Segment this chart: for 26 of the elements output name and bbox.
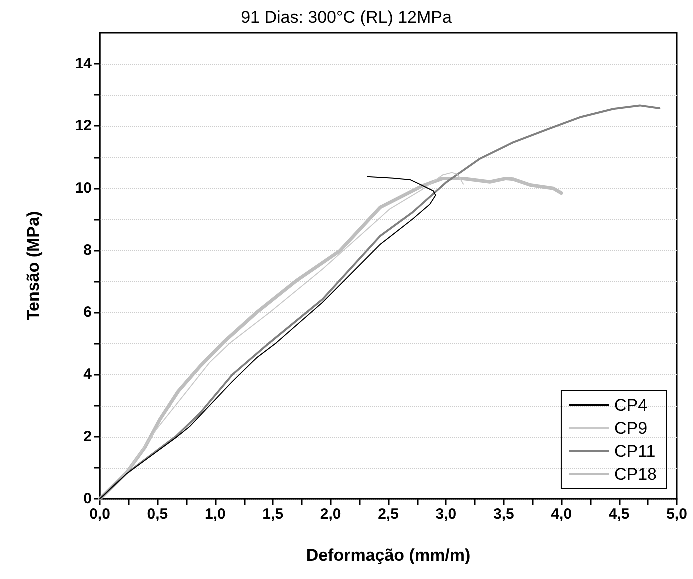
legend-label: CP18 — [614, 465, 658, 484]
x-tick-label: 0,5 — [147, 506, 168, 523]
y-tick-label: 0 — [84, 490, 92, 508]
x-tick-label: 5,0 — [666, 506, 688, 523]
y-tick-label: 14 — [75, 56, 93, 73]
x-tick-label: 4,0 — [551, 506, 572, 523]
legend-label: CP4 — [614, 396, 648, 415]
y-tick-label: 2 — [84, 428, 92, 446]
legend-label: CP11 — [614, 442, 656, 461]
x-axis-title: Deformação (mm/m) — [306, 546, 471, 565]
y-axis-title: Tensão (MPa) — [24, 211, 43, 321]
legend-label: CP9 — [614, 419, 648, 438]
y-tick-label: 8 — [84, 242, 92, 259]
x-tick-label: 2,5 — [378, 506, 399, 523]
y-tick-label: 12 — [75, 118, 92, 135]
x-tick-label: 0,0 — [90, 506, 110, 523]
x-tick-label: 1,0 — [204, 506, 226, 523]
x-tick-label: 1,5 — [262, 506, 284, 523]
x-tick-label: 4,5 — [608, 506, 630, 523]
chart-title: 91 Dias: 300°C (RL) 12MPa — [241, 8, 452, 27]
x-tick-label: 2,0 — [320, 506, 342, 523]
x-tick-label: 3,0 — [436, 506, 457, 523]
y-tick-label: 10 — [75, 180, 92, 197]
x-tick-label: 3,5 — [493, 506, 514, 523]
y-tick-label: 6 — [84, 304, 92, 322]
y-tick-label: 4 — [84, 366, 93, 384]
